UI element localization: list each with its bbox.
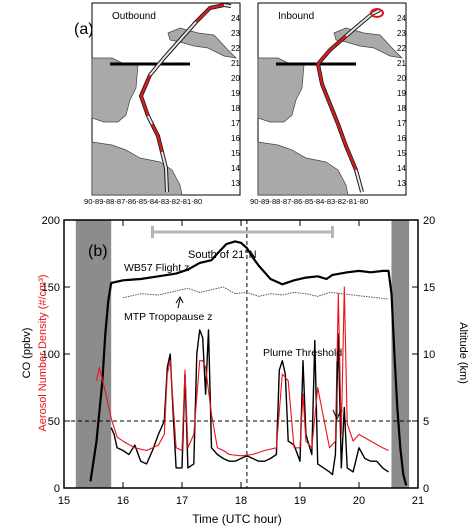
annotation-tropopause: MTP Tropopause z [124,311,213,323]
map-inbound-lat-20: 20 [397,74,406,83]
south-bracket [151,226,334,238]
y-right-tick-label-5: 5 [423,416,429,428]
y-right-tick-label-10: 10 [423,349,435,361]
plume-arrow-head [332,409,342,421]
map-inbound-lat-15: 15 [397,149,406,158]
map-outbound-lon-label: 90-89-88-87-86-85-84-83-82-81-80 [84,197,202,206]
map-outbound-lat-16: 16 [231,134,240,143]
y-right-tick-labels: 0 5 10 15 20 [423,215,435,495]
y-left-tick-labels: 0 50 100 150 200 [42,215,60,495]
x-tick-label-19: 19 [294,495,306,507]
y-left-tick-label-200: 200 [42,215,60,227]
map-inbound-title: Inbound [278,11,314,22]
map-inbound-lat-22: 22 [397,44,406,53]
x-tick-label-18: 18 [235,495,247,507]
y-right-tick-label-20: 20 [423,215,435,227]
series-layer [89,240,408,486]
map-outbound-lat-15: 15 [231,149,240,158]
map-outbound-lat-21: 21 [231,59,240,68]
y-left-tick-label-150: 150 [42,282,60,294]
y-left-axis-label: CO (ppbv) [21,328,33,379]
x-tick-label-15: 15 [58,495,70,507]
panel-a-label: (a) [74,21,94,38]
x-tick-label-16: 16 [117,495,129,507]
map-inbound: Inbound 24 23 22 21 20 19 18 17 16 15 14… [250,2,407,206]
reference-lines [64,220,418,488]
map-outbound-lat-14: 14 [231,164,240,173]
map-outbound-flight-track [138,2,232,193]
x-tick-label-20: 20 [353,495,365,507]
series-co [110,329,389,476]
map-inbound-lat-ticks: 24 23 22 21 20 19 18 17 16 15 14 13 [397,14,406,188]
series-flight-altitude [89,240,408,486]
y-left-tick-label-100: 100 [42,349,60,361]
panel-b-label: (b) [88,243,108,260]
map-outbound-title: Outbound [112,11,156,22]
map-inbound-lat-14: 14 [397,164,406,173]
map-outbound-lat-22: 22 [231,44,240,53]
map-outbound-lat-13: 13 [231,179,240,188]
series-aerosol [95,286,389,457]
plot-frame [63,219,419,489]
map-inbound-lat-13: 13 [397,179,406,188]
map-outbound-lat-ticks: 24 23 22 21 20 19 18 17 16 15 14 13 [231,14,240,188]
y-right-axis-label: Altitude (km) [457,322,469,384]
map-inbound-flight-track [315,8,384,193]
x-axis-label: Time (UTC hour) [192,512,282,526]
map-outbound-lat-18: 18 [231,104,240,113]
map-inbound-lat-21: 21 [397,59,406,68]
map-inbound-lat-16: 16 [397,134,406,143]
y-left-tick-label-50: 50 [48,416,60,428]
y-left-tick-label-0: 0 [54,483,60,495]
series-tropopause-altitude [122,286,389,300]
tropopause-arrow-line [177,298,181,309]
y-left-red-axis-label: Aerosol Number Density (#/cm³) [37,274,49,431]
map-outbound-lat-24: 24 [231,14,240,23]
map-inbound-land [257,27,404,196]
panel-b-chart: (b) South of 21°N WB57 Flight z MTP Trop… [21,215,469,526]
map-inbound-lat-19: 19 [397,89,406,98]
map-outbound-lat-23: 23 [231,29,240,38]
x-tick-labels: 15 16 17 18 19 20 21 [58,495,424,507]
map-outbound: Outbound 24 23 22 21 20 19 18 17 16 15 1… [84,2,241,206]
map-outbound-lat-19: 19 [231,89,240,98]
annotation-south: South of 21°N [188,249,257,261]
shaded-regions [75,220,410,488]
annotation-plume: Plume Threshold [263,347,342,359]
y-right-tick-label-0: 0 [423,483,429,495]
map-inbound-lat-24: 24 [397,14,406,23]
map-inbound-lat-18: 18 [397,104,406,113]
map-inbound-lat-17: 17 [397,119,406,128]
map-inbound-lat-23: 23 [397,29,406,38]
map-outbound-lat-17: 17 [231,119,240,128]
y-right-tick-label-15: 15 [423,282,435,294]
annotation-flight: WB57 Flight z [124,262,189,274]
map-outbound-land [91,27,238,196]
map-outbound-lat-20: 20 [231,74,240,83]
shaded-region-0 [75,220,112,488]
x-tick-label-21: 21 [412,495,424,507]
map-inbound-lon-label: 90-89-88-87-86-85-84-83-82-81-80 [250,197,368,206]
tropopause-arrow-head [175,296,184,304]
x-tick-label-17: 17 [176,495,188,507]
